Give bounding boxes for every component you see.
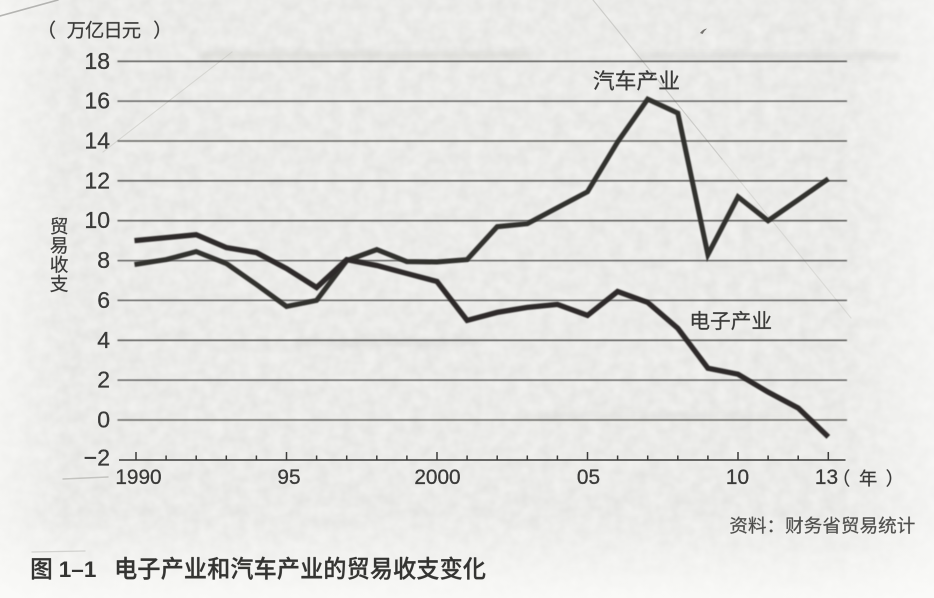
svg-text:6: 6 bbox=[97, 287, 110, 313]
svg-text:05: 05 bbox=[577, 466, 600, 489]
svg-text:95: 95 bbox=[277, 466, 300, 489]
svg-text:10: 10 bbox=[726, 466, 749, 489]
svg-text:1–1: 1–1 bbox=[59, 557, 97, 582]
svg-text:4: 4 bbox=[97, 327, 110, 353]
svg-text:0: 0 bbox=[97, 407, 110, 433]
svg-text:10: 10 bbox=[84, 207, 110, 233]
svg-text:14: 14 bbox=[84, 128, 110, 154]
svg-text:2: 2 bbox=[97, 367, 110, 393]
svg-text:16: 16 bbox=[84, 88, 110, 114]
svg-text:12: 12 bbox=[84, 167, 110, 193]
svg-text:13: 13 bbox=[815, 466, 838, 489]
svg-text:−2: −2 bbox=[84, 444, 110, 470]
svg-text:18: 18 bbox=[84, 48, 110, 74]
svg-text:8: 8 bbox=[97, 247, 110, 273]
svg-text:1990: 1990 bbox=[115, 466, 161, 489]
svg-text:2000: 2000 bbox=[414, 466, 460, 489]
